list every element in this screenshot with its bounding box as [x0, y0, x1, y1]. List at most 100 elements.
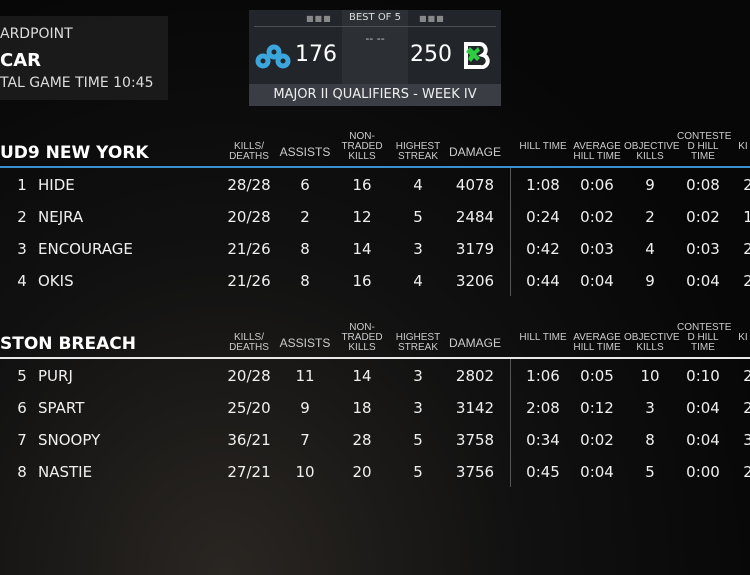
player-name: NEJRA: [38, 208, 84, 226]
stat-hill: 0:34: [526, 431, 560, 449]
stat-obj: 4: [645, 240, 655, 258]
player-rank: 5: [17, 367, 27, 385]
stat-damage: 2484: [455, 208, 495, 226]
stat-kd: 20/28: [227, 367, 271, 385]
player-rank: 1: [17, 176, 27, 194]
column-header: ASSISTS: [279, 336, 331, 350]
player-row[interactable]: 8 NASTIE 27/21 10 20 5 3756 0:45 0:04 5 0:00 2: [0, 463, 750, 485]
column-header: HILL TIME: [519, 332, 567, 343]
stat-obj: 3: [645, 399, 655, 417]
series-format: BEST OF 5: [349, 12, 401, 23]
stat-damage: 3756: [455, 463, 495, 481]
column-divider: [510, 168, 511, 296]
stat-streak: 5: [413, 208, 423, 226]
player-name: OKIS: [38, 272, 74, 290]
player-rank: 4: [17, 272, 27, 290]
column-header: NON- TRADED KILLS: [341, 131, 383, 162]
stat-ntk: 12: [352, 208, 372, 226]
stat-cont: 0:08: [686, 176, 720, 194]
mode-panel: ARDPOINT CAR TAL GAME TIME 10:45: [0, 16, 168, 100]
stat-cont: 0:00: [686, 463, 720, 481]
cloud9-logo-icon: [255, 44, 291, 69]
stat-avg: 0:04: [580, 463, 614, 481]
team-divider: [0, 357, 750, 359]
player-row[interactable]: 2 NEJRA 20/28 2 12 5 2484 0:24 0:02 2 0:02 1: [0, 208, 750, 230]
team-name: STON BREACH: [0, 334, 136, 354]
stat-avg: 0:03: [580, 240, 614, 258]
stat-assists: 9: [300, 399, 310, 417]
stat-last: 2: [743, 240, 750, 258]
column-header: HIGHEST STREAK: [395, 332, 441, 353]
stat-hill: 2:08: [526, 399, 560, 417]
stat-streak: 3: [413, 399, 423, 417]
team2-map-wins: ■■■: [419, 14, 445, 23]
stat-obj: 9: [645, 176, 655, 194]
stat-streak: 4: [413, 176, 423, 194]
column-header: AVERAGE HILL TIME: [573, 141, 621, 162]
player-name: NASTIE: [38, 463, 93, 481]
stat-ntk: 20: [352, 463, 372, 481]
scoreboard: ■■■ ■■■ BEST OF 5 -- -- 176 250 MAJOR II…: [249, 10, 501, 106]
player-row[interactable]: 7 SNOOPY 36/21 7 28 5 3758 0:34 0:02 8 0:04 3: [0, 431, 750, 453]
player-row[interactable]: 6 SPART 25/20 9 18 3 3142 2:08 0:12 3 0:04 2: [0, 399, 750, 421]
player-row[interactable]: 5 PURJ 20/28 11 14 3 2802 1:06 0:05 10 0:10 2: [0, 367, 750, 389]
stat-hill: 0:45: [526, 463, 560, 481]
stat-ntk: 18: [352, 399, 372, 417]
stat-damage: 3758: [455, 431, 495, 449]
boston-breach-logo-icon: [464, 42, 490, 69]
column-header: AVERAGE HILL TIME: [573, 332, 621, 353]
column-header: KI H: [738, 141, 750, 152]
stat-cont: 0:04: [686, 272, 720, 290]
column-header: NON- TRADED KILLS: [341, 322, 383, 353]
player-row[interactable]: 1 HIDE 28/28 6 16 4 4078 1:08 0:06 9 0:08 2: [0, 176, 750, 198]
column-header: CONTESTE D HILL TIME: [677, 131, 732, 162]
column-divider: [510, 359, 511, 487]
stat-obj: 10: [640, 367, 660, 385]
column-header: DAMAGE: [449, 145, 502, 159]
player-name: HIDE: [38, 176, 75, 194]
stat-assists: 8: [300, 240, 310, 258]
player-rank: 2: [17, 208, 27, 226]
stat-streak: 5: [413, 431, 423, 449]
column-header: ASSISTS: [279, 145, 331, 159]
stat-last: 3: [743, 431, 750, 449]
stat-obj: 2: [645, 208, 655, 226]
stat-last: 1: [743, 208, 750, 226]
player-rank: 7: [17, 431, 27, 449]
column-header: HIGHEST STREAK: [395, 141, 441, 162]
stat-streak: 3: [413, 240, 423, 258]
stat-last: 2: [743, 176, 750, 194]
stat-cont: 0:04: [686, 399, 720, 417]
column-header: DAMAGE: [449, 336, 502, 350]
team-divider: [0, 166, 750, 168]
player-rank: 6: [17, 399, 27, 417]
center-panel: [342, 10, 408, 85]
stat-avg: 0:12: [580, 399, 614, 417]
player-rank: 3: [17, 240, 27, 258]
team1-map-wins: ■■■: [306, 14, 332, 23]
stat-assists: 10: [295, 463, 315, 481]
center-score: -- --: [365, 32, 385, 45]
stat-kd: 36/21: [227, 431, 271, 449]
stat-assists: 2: [300, 208, 310, 226]
game-mode: ARDPOINT: [0, 26, 73, 42]
stat-avg: 0:02: [580, 431, 614, 449]
stat-hill: 1:08: [526, 176, 560, 194]
stat-damage: 3142: [455, 399, 495, 417]
column-header: KILLS/ DEATHS: [229, 332, 269, 353]
player-name: ENCOURAGE: [38, 240, 133, 258]
stat-streak: 4: [413, 272, 423, 290]
stat-obj: 9: [645, 272, 655, 290]
stat-streak: 5: [413, 463, 423, 481]
player-row[interactable]: 3 ENCOURAGE 21/26 8 14 3 3179 0:42 0:03 4 0:03 2: [0, 240, 750, 262]
player-rank: 8: [17, 463, 27, 481]
player-name: PURJ: [38, 367, 73, 385]
player-row[interactable]: 4 OKIS 21/26 8 16 4 3206 0:44 0:04 9 0:04 2: [0, 272, 750, 294]
stat-damage: 4078: [455, 176, 495, 194]
column-header: OBJECTIVE KILLS: [624, 332, 680, 353]
player-name: SPART: [38, 399, 85, 417]
stat-cont: 0:04: [686, 431, 720, 449]
stat-obj: 8: [645, 431, 655, 449]
team2-score: 250: [410, 42, 452, 67]
game-time: TAL GAME TIME 10:45: [0, 75, 154, 91]
